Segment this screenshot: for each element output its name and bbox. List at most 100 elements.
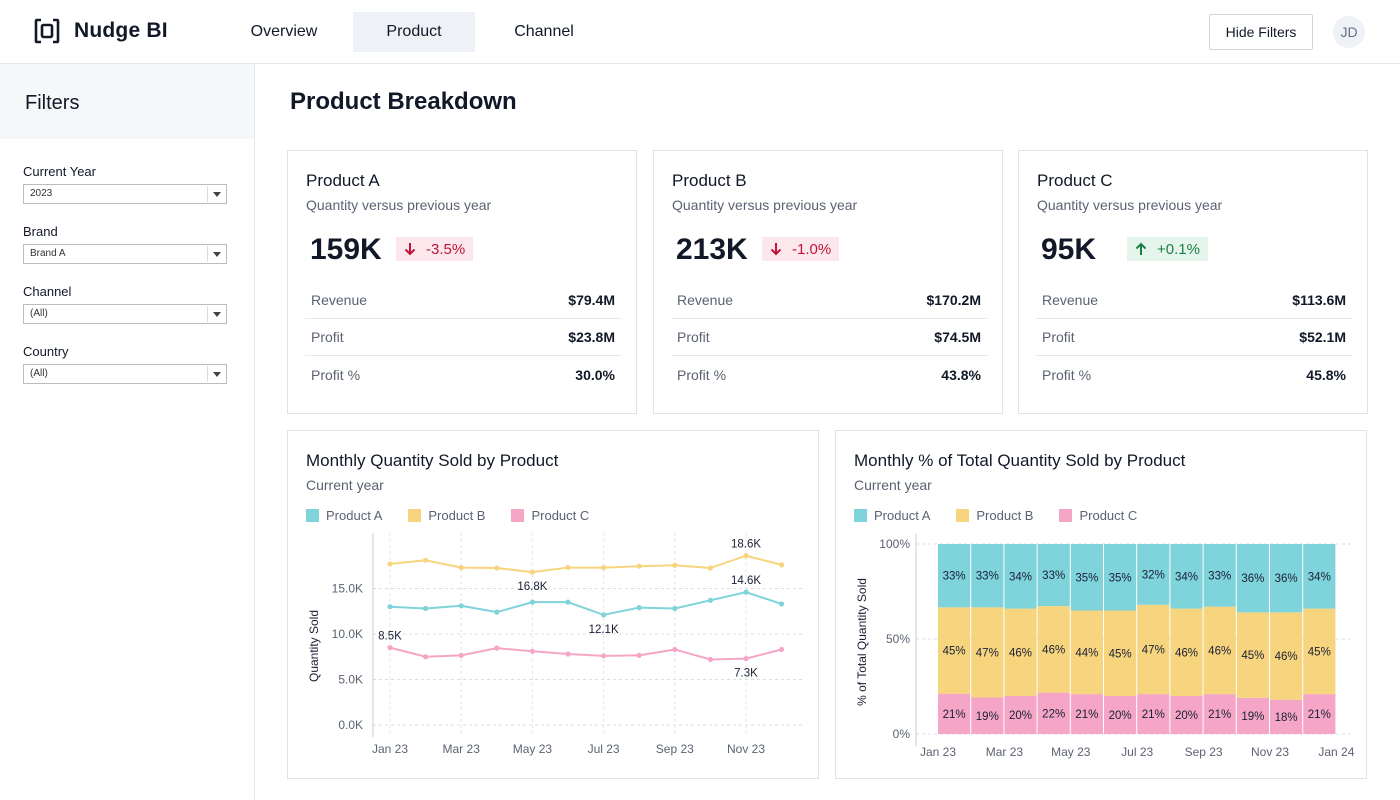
data-point [672,646,678,653]
bar-value-label: 35% [1075,572,1098,584]
bar-segment-product-c [1137,694,1170,734]
kpi-row-revenue: Revenue $113.6M [1036,282,1352,319]
kpi-change-value: +0.1% [1157,240,1200,258]
bar-value-label: 44% [1075,647,1098,659]
x-tick-label: Jan 23 [920,745,956,759]
legend-item-product-a[interactable]: Product A [854,508,930,523]
data-point [636,605,642,611]
data-point [529,648,535,654]
bar-segment-product-c [938,693,971,734]
data-point [458,564,464,571]
kpi-value: 95K [1041,233,1097,266]
data-point [743,553,749,559]
kpi-change-value: -3.5% [426,240,466,258]
y-tick-label: 0% [893,727,911,741]
legend-item-product-b[interactable]: Product B [408,508,485,523]
bar-value-label: 21% [1308,709,1331,721]
data-label: 8.5K [378,631,402,643]
bar-segment-product-a [1270,544,1303,613]
bar-segment-product-a [1236,544,1269,613]
bar-segment-product-a [1203,544,1236,607]
chart-subtitle: Current year [306,477,384,493]
bar-segment-product-b [1203,606,1236,695]
chevron-down-icon[interactable] [207,366,225,382]
bar-value-label: 33% [1208,570,1231,582]
bar-segment-product-c [1104,696,1137,734]
x-tick-label: Mar 23 [443,742,481,756]
y-tick-label: 50% [886,632,910,646]
brand-select[interactable]: Brand A [23,244,227,264]
data-point [423,605,429,612]
metric-label: Revenue [311,292,368,308]
data-point [494,565,500,571]
filters-sidebar: Filters Current Year 2023 Brand Brand A … [0,64,255,800]
metric-value: 30.0% [575,366,615,383]
data-point [494,645,500,651]
kpi-metrics: Revenue $79.4M Profit $23.8M Profit % 30.0% [305,282,621,393]
legend-item-product-b[interactable]: Product B [956,508,1033,523]
channel-select[interactable]: (All) [23,304,227,324]
tab-overview[interactable]: Overview [250,23,318,40]
chevron-down-icon[interactable] [207,246,225,262]
metric-value: 43.8% [941,366,981,383]
arrow-up-icon [1135,242,1147,255]
data-point [601,564,607,571]
bar-segment-product-b [1270,612,1303,700]
bar-segment-product-c [1203,694,1236,734]
metric-value: $113.6M [1292,292,1346,308]
metric-label: Profit [1042,329,1075,345]
kpi-change-badge: +0.1% [1127,237,1208,261]
line-chart-card: 0.0K 5.0K 10.0K 15.0K Jan 23 Mar 23 May 23 Jul … [287,430,819,779]
y-axis-title: % of Total Quantity Sold [855,578,869,706]
select-value: (All) [30,368,48,379]
metric-label: Revenue [677,292,734,308]
app-logo[interactable]: Nudge BI [34,18,168,44]
select-value: Brand A [30,248,66,259]
bar-segment-product-c [1070,694,1103,734]
data-point [423,654,429,660]
x-tick-label: Nov 23 [1251,745,1289,759]
tab-product[interactable]: Product [353,12,475,52]
x-tick-label: Mar 23 [986,745,1024,759]
country-select[interactable]: (All) [23,364,227,384]
tab-channel[interactable]: Channel [514,23,574,40]
x-tick-label: Jul 23 [1121,745,1153,759]
legend-item-product-c[interactable]: Product C [511,508,589,523]
bar-segment-product-b [1104,610,1137,696]
legend-swatch [956,509,970,522]
hide-filters-button[interactable]: Hide Filters [1209,14,1313,50]
data-point [529,599,535,605]
metric-value: $23.8M [568,329,615,345]
legend-item-product-c[interactable]: Product C [1059,508,1137,523]
bar-value-label: 45% [943,646,966,658]
bar-value-label: 46% [1208,645,1231,657]
bar-segment-product-c [1170,696,1203,734]
metric-value: $79.4M [568,292,615,308]
filter-label: Current Year [23,164,96,179]
chart-title: Monthly Quantity Sold by Product [306,451,559,470]
chevron-down-icon[interactable] [207,306,225,322]
line-chart: 0.0K 5.0K 10.0K 15.0K Jan 23 Mar 23 May 23 Jul … [307,533,803,756]
x-tick-label: May 23 [513,742,553,756]
kpi-row-profit-pct: Profit % 30.0% [305,356,621,393]
bar-value-label: 45% [1241,650,1264,662]
x-tick-label: Sep 23 [656,742,694,756]
chart-legend: Product A Product B Product C [306,508,615,523]
kpi-subtitle: Quantity versus previous year [306,197,492,213]
bar-value-label: 20% [1175,710,1198,722]
bar-segment-product-a [938,544,971,608]
kpi-product-name: Product C [1037,171,1113,190]
bar-value-label: 34% [1009,571,1032,583]
x-tick-label: Jan 23 [372,742,408,756]
filter-country: Country (All) [23,344,228,384]
series-line-product-c [389,646,782,661]
legend-item-product-a[interactable]: Product A [306,508,382,523]
legend-label: Product C [1079,508,1138,523]
bar-value-label: 46% [1009,647,1032,659]
app-name: Nudge BI [74,19,168,42]
data-label: 14.6K [731,575,761,587]
avatar[interactable]: JD [1333,16,1365,48]
chevron-down-icon[interactable] [207,186,225,202]
bar-segment-product-c [1303,694,1336,734]
current-year-select[interactable]: 2023 [23,184,227,204]
